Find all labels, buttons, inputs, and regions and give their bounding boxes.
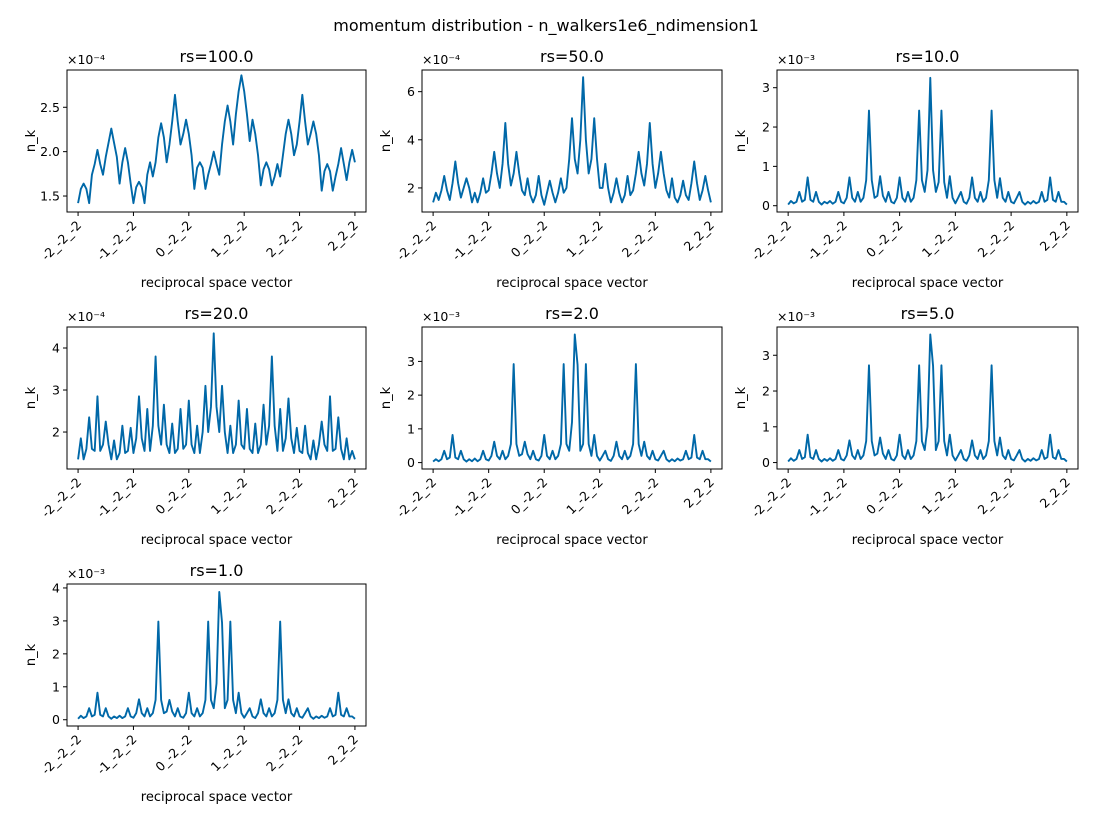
y-tick-label: 2 xyxy=(762,384,770,399)
subplot-title: rs=5.0 xyxy=(901,304,955,323)
y-axis-label: n_k xyxy=(379,129,394,152)
x-axis-label: reciprocal space vector xyxy=(496,276,648,291)
series-line xyxy=(77,332,356,461)
subplot-title: rs=50.0 xyxy=(540,47,604,66)
y-tick-label: 0 xyxy=(52,712,60,727)
y-tick-label: 3 xyxy=(762,80,770,95)
series-line xyxy=(432,333,712,463)
axes-frame xyxy=(66,69,367,213)
y-tick-label: 1.5 xyxy=(40,189,60,204)
axes-frame xyxy=(421,69,723,213)
y-axis-label: n_k xyxy=(24,643,39,666)
subplot-title: rs=100.0 xyxy=(179,47,253,66)
y-tick-label: 3 xyxy=(52,613,60,628)
y-axis-label: n_k xyxy=(734,129,749,152)
y-offset-text: ×10⁻³ xyxy=(777,52,815,67)
y-offset-text: ×10⁻⁴ xyxy=(67,309,105,324)
y-tick-label: 1 xyxy=(407,421,415,436)
subplot-title: rs=1.0 xyxy=(190,561,244,580)
axes-frame xyxy=(66,583,367,727)
y-tick-label: 1 xyxy=(762,159,770,174)
y-offset-text: ×10⁻³ xyxy=(777,309,815,324)
x-axis-label: reciprocal space vector xyxy=(852,533,1004,548)
axes-frame xyxy=(776,326,1079,470)
y-tick-label: 2 xyxy=(407,180,415,195)
subplot-title: rs=10.0 xyxy=(896,47,960,66)
y-tick-label: 3 xyxy=(52,383,60,398)
y-axis-label: n_k xyxy=(734,386,749,409)
y-tick-label: 3 xyxy=(762,348,770,363)
x-axis-label: reciprocal space vector xyxy=(141,790,293,805)
y-offset-text: ×10⁻³ xyxy=(67,566,105,581)
axes-frame xyxy=(421,326,723,470)
y-tick-label: 4 xyxy=(52,580,60,595)
series-line xyxy=(77,74,356,205)
y-tick-label: 2 xyxy=(52,425,60,440)
y-tick-label: 4 xyxy=(52,341,60,356)
y-offset-text: ×10⁻³ xyxy=(422,309,460,324)
y-tick-label: 0 xyxy=(762,198,770,213)
y-offset-text: ×10⁻⁴ xyxy=(422,52,460,67)
x-axis-label: reciprocal space vector xyxy=(496,533,648,548)
y-tick-label: 2.0 xyxy=(40,144,60,159)
x-axis-label: reciprocal space vector xyxy=(141,533,293,548)
y-tick-label: 0 xyxy=(762,455,770,470)
axes-frame xyxy=(66,326,367,470)
series-line xyxy=(787,76,1068,206)
y-tick-label: 1 xyxy=(52,679,60,694)
series-line xyxy=(432,76,712,206)
y-tick-label: 2 xyxy=(762,120,770,135)
subplot-title: rs=20.0 xyxy=(185,304,249,323)
x-axis-label: reciprocal space vector xyxy=(852,276,1004,291)
axes-frame xyxy=(776,69,1079,213)
y-tick-label: 3 xyxy=(407,354,415,369)
y-tick-label: 2.5 xyxy=(40,100,60,115)
x-axis-label: reciprocal space vector xyxy=(141,276,293,291)
y-tick-label: 2 xyxy=(407,388,415,403)
y-tick-label: 6 xyxy=(407,84,415,99)
y-axis-label: n_k xyxy=(24,386,39,409)
y-axis-label: n_k xyxy=(379,386,394,409)
subplot-title: rs=2.0 xyxy=(545,304,599,323)
y-tick-label: 1 xyxy=(762,419,770,434)
series-line xyxy=(77,590,356,720)
y-axis-label: n_k xyxy=(24,129,39,152)
series-line xyxy=(787,333,1068,463)
y-tick-label: 4 xyxy=(407,132,415,147)
y-tick-label: 2 xyxy=(52,646,60,661)
y-tick-label: 0 xyxy=(407,455,415,470)
figure-title: momentum distribution - n_walkers1e6_ndi… xyxy=(333,16,759,36)
y-offset-text: ×10⁻⁴ xyxy=(67,52,105,67)
